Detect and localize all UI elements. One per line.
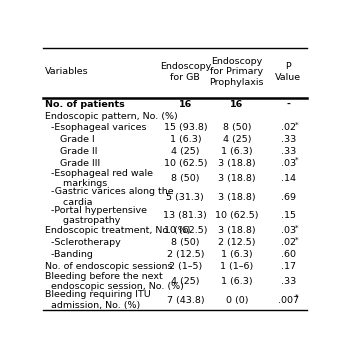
Text: .69: .69 [281, 193, 296, 201]
Text: .33: .33 [281, 147, 296, 156]
Text: 4 (25): 4 (25) [171, 147, 199, 156]
Text: 7 (43.8): 7 (43.8) [166, 296, 204, 305]
Text: 0 (0): 0 (0) [226, 296, 248, 305]
Text: 16: 16 [179, 100, 192, 109]
Text: No. of endoscopic sessions: No. of endoscopic sessions [45, 261, 173, 271]
Text: .60: .60 [281, 250, 296, 259]
Text: 8 (50): 8 (50) [171, 238, 199, 247]
Text: -Gastric varices along the
      cardia: -Gastric varices along the cardia [45, 187, 174, 207]
Text: -Portal hypertensive
      gastropathy: -Portal hypertensive gastropathy [45, 206, 147, 225]
Text: P
Value: P Value [275, 62, 301, 81]
Text: -: - [286, 100, 290, 109]
Text: Variables: Variables [45, 67, 89, 77]
Text: Endoscopy
for GB: Endoscopy for GB [160, 62, 211, 81]
Text: 10 (62.5): 10 (62.5) [164, 159, 207, 167]
Text: .33: .33 [281, 277, 296, 286]
Text: 8 (50): 8 (50) [171, 174, 199, 183]
Text: -Esophageal varices: -Esophageal varices [45, 124, 147, 132]
Text: No. of patients: No. of patients [45, 100, 125, 109]
Text: 3 (18.8): 3 (18.8) [218, 174, 256, 183]
Text: .03: .03 [281, 226, 296, 236]
Text: 2 (12.5): 2 (12.5) [218, 238, 256, 247]
Text: Endoscopic pattern, No. (%): Endoscopic pattern, No. (%) [45, 112, 178, 121]
Text: 2 (12.5): 2 (12.5) [167, 250, 204, 259]
Text: 3 (18.8): 3 (18.8) [218, 159, 256, 167]
Text: Grade II: Grade II [45, 147, 98, 156]
Text: 15 (93.8): 15 (93.8) [164, 124, 207, 132]
Text: -Banding: -Banding [45, 250, 93, 259]
Text: Bleeding requiring ITU
  admission, No. (%): Bleeding requiring ITU admission, No. (%… [45, 290, 151, 310]
Text: 3 (18.8): 3 (18.8) [218, 226, 256, 236]
Text: .02: .02 [281, 124, 296, 132]
Text: -Sclerotherapy: -Sclerotherapy [45, 238, 121, 247]
Text: 8 (50): 8 (50) [223, 124, 251, 132]
Text: 5 (31.3): 5 (31.3) [166, 193, 204, 201]
Text: .14: .14 [281, 174, 296, 183]
Text: *: * [295, 237, 299, 243]
Text: -Esophageal red wale
      markings: -Esophageal red wale markings [45, 168, 153, 188]
Text: 10 (62.5): 10 (62.5) [215, 211, 258, 220]
Text: .03: .03 [281, 159, 296, 167]
Text: Grade I: Grade I [45, 135, 95, 144]
Text: 16: 16 [230, 100, 243, 109]
Text: 1 (6.3): 1 (6.3) [221, 277, 253, 286]
Text: 3 (18.8): 3 (18.8) [218, 193, 256, 201]
Text: 1 (6.3): 1 (6.3) [221, 250, 253, 259]
Text: .17: .17 [281, 261, 296, 271]
Text: 13 (81.3): 13 (81.3) [163, 211, 207, 220]
Text: .15: .15 [281, 211, 296, 220]
Text: *: * [295, 294, 299, 300]
Text: .007: .007 [278, 296, 299, 305]
Text: 1 (6.3): 1 (6.3) [221, 147, 253, 156]
Text: Bleeding before the next
  endoscopic session, No. (%): Bleeding before the next endoscopic sess… [45, 272, 184, 291]
Text: Endoscopy
for Primary
Prophylaxis: Endoscopy for Primary Prophylaxis [210, 57, 264, 87]
Text: .33: .33 [281, 135, 296, 144]
Text: Endoscopic treatment, No. (%): Endoscopic treatment, No. (%) [45, 226, 191, 236]
Text: 1 (6.3): 1 (6.3) [169, 135, 201, 144]
Text: *: * [295, 225, 299, 231]
Text: 2 (1–5): 2 (1–5) [169, 261, 202, 271]
Text: Grade III: Grade III [45, 159, 101, 167]
Text: 10 (62.5): 10 (62.5) [164, 226, 207, 236]
Text: 4 (25): 4 (25) [171, 277, 199, 286]
Text: 1 (1–6): 1 (1–6) [220, 261, 253, 271]
Text: .02: .02 [281, 238, 296, 247]
Text: *: * [295, 157, 299, 163]
Text: 4 (25): 4 (25) [223, 135, 251, 144]
Text: *: * [295, 122, 299, 128]
